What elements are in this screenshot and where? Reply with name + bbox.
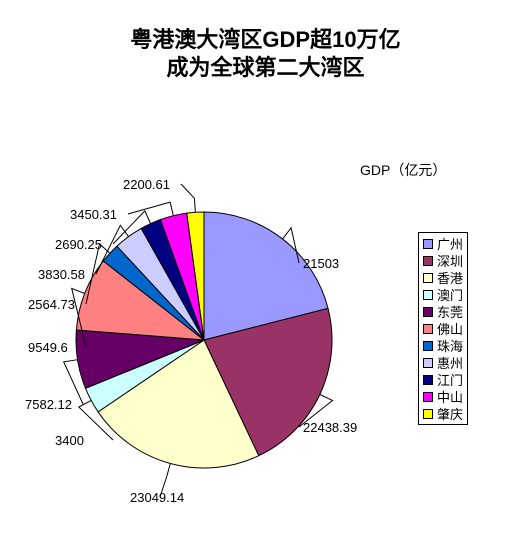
data-label: 21503 (303, 256, 339, 271)
legend-item: 惠州 (423, 354, 463, 371)
data-label: 7582.12 (25, 397, 72, 412)
legend-swatch (423, 409, 433, 419)
legend-swatch (423, 358, 433, 368)
legend-swatch (423, 307, 433, 317)
legend-swatch (423, 290, 433, 300)
legend-swatch (423, 239, 433, 249)
legend-item: 香港 (423, 269, 463, 286)
leader-line (181, 184, 195, 212)
data-label: 9549.6 (28, 340, 68, 355)
legend-item: 江门 (423, 371, 463, 388)
legend-swatch (423, 341, 433, 351)
data-label: 2690.25 (55, 237, 102, 252)
legend-item: 东莞 (423, 303, 463, 320)
legend-item: 珠海 (423, 337, 463, 354)
legend-item: 肇庆 (423, 405, 463, 422)
legend-swatch (423, 273, 433, 283)
legend-swatch (423, 392, 433, 402)
legend-box: 广州深圳香港澳门东莞佛山珠海惠州江门中山肇庆 (418, 232, 468, 425)
legend-swatch (423, 375, 433, 385)
data-label: 22438.39 (303, 420, 357, 435)
legend-item: 广州 (423, 235, 463, 252)
legend-swatch (423, 324, 433, 334)
data-label: 2564.73 (28, 297, 75, 312)
data-label: 3450.31 (70, 207, 117, 222)
data-label: 3400 (55, 433, 84, 448)
data-label: 3830.58 (38, 267, 85, 282)
legend-swatch (423, 256, 433, 266)
legend-item: 佛山 (423, 320, 463, 337)
legend-label: 肇庆 (437, 404, 463, 423)
legend-item: 澳门 (423, 286, 463, 303)
legend-item: 中山 (423, 388, 463, 405)
data-label: 2200.61 (123, 177, 170, 192)
legend-item: 深圳 (423, 252, 463, 269)
leader-line (128, 202, 173, 216)
data-label: 23049.14 (130, 490, 184, 505)
